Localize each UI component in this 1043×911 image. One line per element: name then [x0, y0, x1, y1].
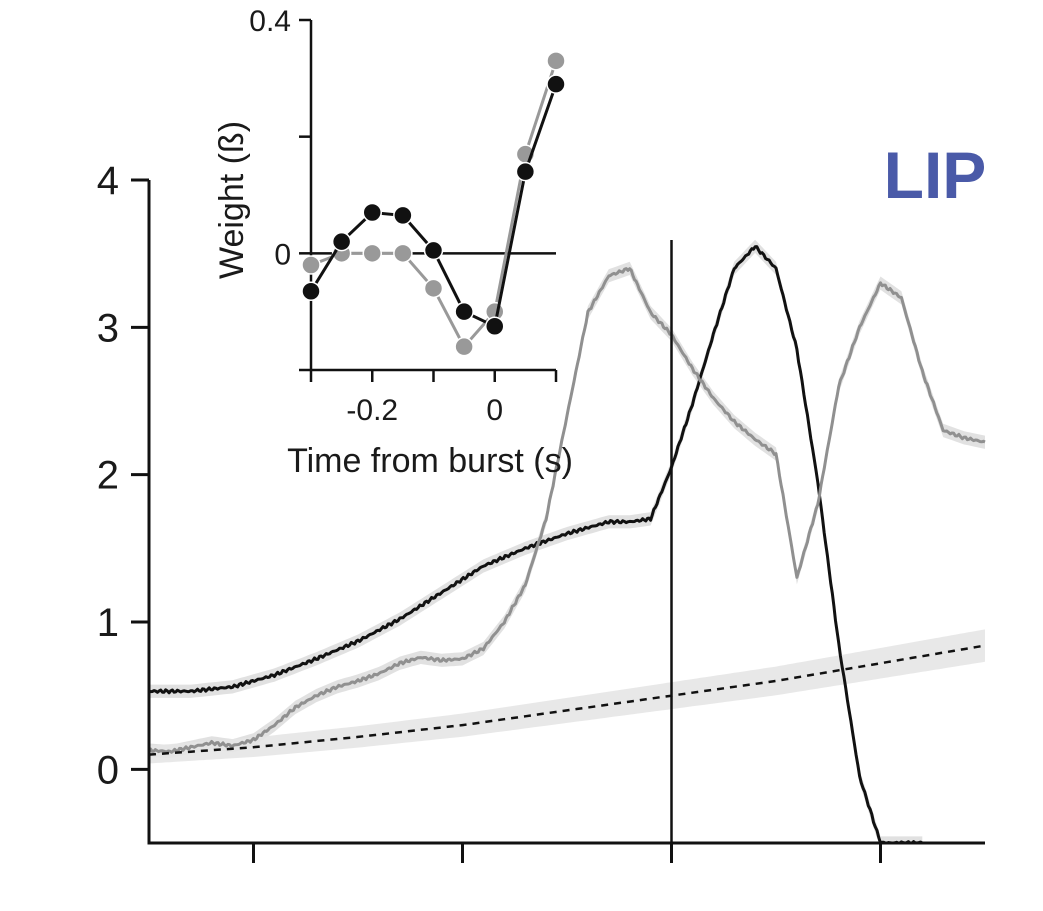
- inset-point-gray: [454, 336, 474, 357]
- inset-series-black: [301, 74, 566, 336]
- trace-black-trace: [148, 245, 924, 845]
- inset-point-black: [485, 316, 505, 336]
- main-axes: 0 1 2 3 4: [97, 159, 985, 863]
- inset-x-tick-label: -0.2: [346, 394, 398, 427]
- inset-y-tick-label: 0: [274, 238, 291, 271]
- inset-point-black: [546, 74, 566, 94]
- main-y-tick-label: 4: [97, 159, 119, 203]
- inset-x-axis-title: Time from burst (s): [287, 442, 573, 480]
- inset-point-black: [454, 301, 474, 322]
- inset-chart: -0.2 0 0 0.4 Time from burst (s) Weight (ß): [213, 5, 573, 480]
- trace-dashed-baseline: [148, 644, 986, 756]
- main-y-tick-label: 0: [97, 748, 119, 792]
- error-band-black-trace: [149, 239, 923, 843]
- trace-gray-trace: [148, 267, 986, 754]
- error-band-gray-trace: [149, 261, 985, 759]
- inset-x-tick-label: 0: [486, 394, 503, 427]
- inset-point-black: [362, 202, 382, 223]
- inset-point-gray: [423, 278, 444, 299]
- inset-point-gray: [362, 243, 382, 264]
- main-chart: 0 1 2 3 4 LIP: [97, 138, 987, 863]
- inset-y-tick-label: 0.4: [249, 5, 291, 38]
- inset-point-black: [331, 231, 352, 252]
- inset-point-black: [423, 240, 444, 261]
- main-traces: [148, 245, 986, 845]
- error-band-dashed-baseline: [149, 629, 985, 764]
- main-y-tick-label: 2: [97, 454, 119, 498]
- inset-point-black: [515, 161, 536, 182]
- inset-point-gray: [546, 51, 566, 71]
- main-error-bands: [149, 239, 985, 843]
- main-y-tick-label: 1: [97, 601, 119, 645]
- main-y-tick-label: 3: [97, 306, 119, 350]
- inset-point-gray: [393, 243, 413, 264]
- inset-point-black: [393, 205, 413, 226]
- region-label: LIP: [884, 138, 987, 212]
- inset-point-black: [301, 281, 321, 301]
- inset-series-gray: [301, 51, 566, 357]
- inset-y-axis-title: Weight (ß): [213, 121, 251, 279]
- inset-series: [301, 51, 566, 357]
- inset-point-gray: [301, 255, 321, 275]
